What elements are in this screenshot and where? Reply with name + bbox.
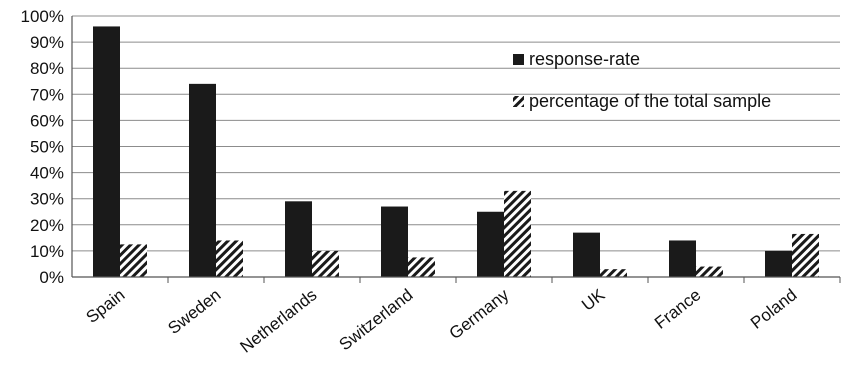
x-category-label: France — [651, 285, 704, 333]
legend-item-response-rate: response-rate — [529, 49, 640, 69]
y-tick-label: 20% — [30, 216, 64, 235]
legend: response-rate percentage of the total sam… — [513, 49, 771, 111]
bar-percentage-of-sample — [408, 257, 435, 277]
legend-item-percentage-of-sample: percentage of the total sample — [529, 91, 771, 111]
y-tick-label: 30% — [30, 190, 64, 209]
bar-percentage-of-sample — [696, 266, 723, 277]
bar-response-rate — [189, 83, 216, 277]
y-tick-label: 80% — [30, 59, 64, 78]
x-category-label: Switzerland — [336, 285, 417, 354]
x-category-label: Poland — [747, 285, 800, 333]
bar-percentage-of-sample — [120, 244, 147, 277]
y-tick-label: 90% — [30, 33, 64, 52]
axes — [71, 16, 841, 283]
bar-response-rate — [573, 232, 600, 277]
bar-percentage-of-sample — [792, 233, 819, 277]
x-category-label: UK — [578, 285, 609, 315]
legend-swatch — [513, 54, 524, 65]
legend-swatch — [513, 96, 524, 107]
y-tick-label: 70% — [30, 85, 64, 104]
bars — [93, 26, 819, 277]
bar-percentage-of-sample — [312, 250, 339, 277]
y-tick-label: 10% — [30, 242, 64, 261]
x-category-label: Germany — [446, 285, 513, 343]
bar-percentage-of-sample — [600, 269, 627, 277]
gridlines — [72, 15, 840, 252]
x-axis-tick-labels: Spain Sweden Netherlands Switzerland Germany… — [82, 285, 800, 357]
bar-response-rate — [765, 250, 792, 277]
y-tick-label: 40% — [30, 164, 64, 183]
bar-response-rate — [477, 211, 504, 277]
x-category-label: Netherlands — [237, 285, 321, 356]
x-category-label: Sweden — [164, 285, 224, 338]
bar-response-rate — [93, 26, 120, 277]
y-tick-label: 100% — [21, 7, 64, 26]
bar-response-rate — [285, 201, 312, 277]
y-tick-label: 50% — [30, 138, 64, 157]
bar-percentage-of-sample — [216, 240, 243, 277]
y-axis-tick-labels: 0% 10% 20% 30% 40% 50% 60% 70% 80% 90% 100% — [21, 7, 64, 287]
bar-response-rate — [381, 206, 408, 277]
y-tick-label: 0% — [39, 268, 64, 287]
bar-percentage-of-sample — [504, 190, 531, 277]
bar-response-rate — [669, 240, 696, 277]
y-tick-label: 60% — [30, 111, 64, 130]
x-category-label: Spain — [82, 285, 128, 327]
